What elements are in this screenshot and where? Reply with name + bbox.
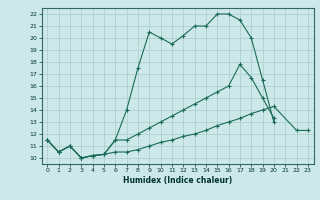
- X-axis label: Humidex (Indice chaleur): Humidex (Indice chaleur): [123, 176, 232, 185]
